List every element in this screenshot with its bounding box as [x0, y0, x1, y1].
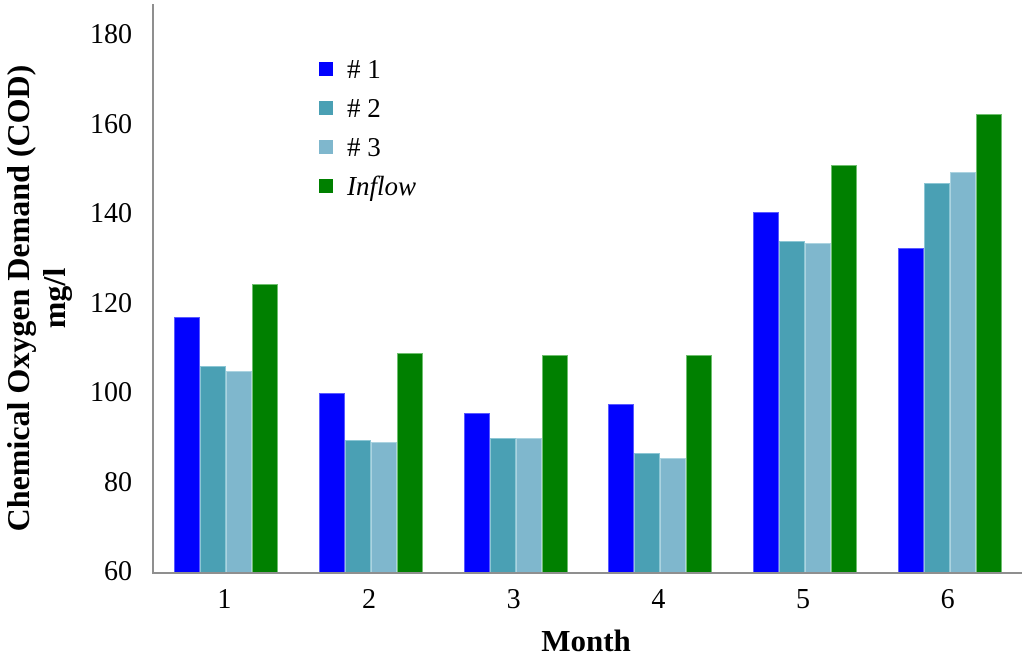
legend-marker-icon — [319, 100, 333, 115]
x-tick-label-3: 3 — [506, 584, 521, 615]
y-tick-label-60: 60 — [104, 556, 132, 587]
y-tick-label-120: 120 — [90, 287, 132, 319]
bar-series-1-month-1 — [174, 317, 201, 572]
legend-item-3: # 3 — [319, 127, 416, 166]
legend-item-4: Inflow — [319, 166, 416, 205]
bar-group-month-6 — [877, 4, 1022, 572]
bar-group-month-3 — [443, 4, 588, 572]
legend-marker-icon — [319, 178, 333, 193]
y-tick-label-160: 160 — [90, 108, 132, 140]
bar-series-3-month-1 — [226, 370, 253, 572]
bar-group-month-2 — [299, 4, 444, 572]
y-tick-label-140: 140 — [90, 198, 132, 230]
x-axis-title: Month — [541, 623, 631, 658]
bar-group-month-4 — [588, 4, 733, 572]
bar-series-3-month-3 — [515, 437, 542, 572]
legend-marker-icon — [319, 61, 333, 76]
y-tick-label-180: 180 — [90, 19, 132, 51]
bar-group-month-1 — [154, 4, 299, 572]
legend-marker-icon — [319, 139, 333, 154]
legend-item-2: # 2 — [319, 88, 416, 127]
y-axis-tick-labels: 60 80 100 120 140 160 180 — [0, 4, 138, 587]
x-axis-tick-labels: 1 2 3 4 5 6 — [152, 585, 1020, 617]
y-tick-label-80: 80 — [104, 466, 132, 498]
bar-series-1-month-6 — [897, 247, 924, 572]
bar-series-4-month-5 — [830, 165, 857, 572]
x-tick-label-2: 2 — [361, 584, 376, 615]
bar-series-1-month-4 — [608, 404, 635, 572]
bar-series-4-month-1 — [252, 283, 279, 572]
x-tick-label-1: 1 — [217, 584, 232, 615]
bar-series-2-month-4 — [634, 453, 661, 572]
bar-series-2-month-1 — [200, 366, 227, 572]
bar-series-3-month-5 — [804, 243, 831, 572]
bar-series-4-month-2 — [396, 352, 423, 572]
bar-series-3-month-4 — [660, 457, 687, 572]
y-tick-label-100: 100 — [90, 377, 132, 409]
bar-series-1-month-3 — [463, 413, 490, 572]
bar-series-1-month-5 — [752, 211, 779, 572]
legend-label-1: # 1 — [347, 53, 381, 84]
bar-series-3-month-6 — [949, 171, 976, 572]
legend-label-2: # 2 — [347, 92, 381, 123]
bar-group-month-5 — [733, 4, 878, 572]
bar-series-4-month-6 — [975, 113, 1002, 572]
bar-series-4-month-4 — [686, 355, 713, 572]
legend-label-4: Inflow — [347, 170, 417, 201]
plot-area — [152, 4, 1022, 574]
bar-series-2-month-6 — [923, 182, 950, 572]
bar-series-1-month-2 — [318, 393, 345, 572]
x-tick-label-4: 4 — [651, 584, 666, 615]
bar-series-4-month-3 — [541, 355, 568, 572]
bar-series-2-month-3 — [489, 437, 516, 572]
legend-item-1: # 1 — [319, 49, 416, 88]
bar-series-3-month-2 — [370, 442, 397, 572]
bar-series-2-month-2 — [344, 440, 371, 572]
bar-series-2-month-5 — [778, 241, 805, 572]
legend: # 1 # 2 # 3 Inflow — [319, 49, 416, 205]
x-tick-label-6: 6 — [940, 584, 955, 615]
legend-label-3: # 3 — [347, 131, 381, 162]
x-tick-label-5: 5 — [795, 584, 810, 615]
